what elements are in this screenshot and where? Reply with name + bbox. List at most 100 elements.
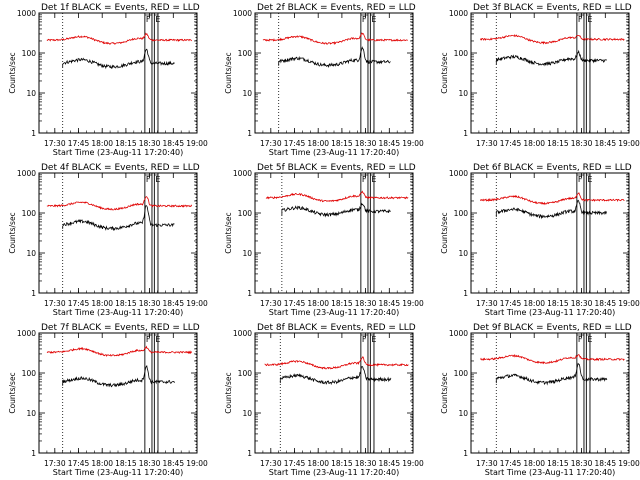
flag-label: E xyxy=(587,175,592,184)
x-tick-label: 18:45 xyxy=(162,459,184,468)
y-axis-label: Counts/sec xyxy=(224,372,233,413)
x-tick-label: 18:45 xyxy=(594,299,616,308)
x-tick-label: 17:45 xyxy=(500,459,522,468)
x-tick-label: 18:45 xyxy=(594,459,616,468)
panel-det-1: Det 1f BLACK = Events, RED = LLD 1 10 100 10… xyxy=(8,3,208,157)
x-tick-label: 18:45 xyxy=(378,139,400,148)
y-tick-label: 1000 xyxy=(449,169,468,178)
lld-series-line xyxy=(264,356,409,370)
x-axis-label: Start Time (23-Aug-11 17:20:40) xyxy=(53,308,184,317)
x-tick-label: 17:45 xyxy=(284,139,306,148)
x-tick-label: 17:30 xyxy=(260,139,282,148)
x-tick-label: 18:15 xyxy=(115,299,137,308)
panel-det-8: Det 8f BLACK = Events, RED = LLD 1 10 100 10… xyxy=(224,323,424,477)
x-tick-label: 18:00 xyxy=(91,459,113,468)
y-tick-label: 1000 xyxy=(449,9,468,18)
y-axis-label: Counts/sec xyxy=(224,52,233,93)
panel-title: Det 3f BLACK = Events, RED = LLD xyxy=(473,3,632,13)
lld-series-line xyxy=(46,196,193,211)
y-tick-label: 100 xyxy=(454,209,469,218)
events-series-line xyxy=(279,366,392,386)
x-tick-label: 17:45 xyxy=(284,299,306,308)
x-tick-label: 18:30 xyxy=(139,299,161,308)
x-tick-label: 18:45 xyxy=(378,459,400,468)
lld-series-line xyxy=(46,345,193,357)
panel-det-4: Det 4f BLACK = Events, RED = LLD 1 10 100 10… xyxy=(8,163,208,317)
y-tick-label: 1000 xyxy=(17,329,36,338)
x-tick-label: 17:30 xyxy=(260,459,282,468)
x-tick-label: 18:30 xyxy=(571,299,593,308)
y-tick-label: 100 xyxy=(238,369,253,378)
y-tick-label: 100 xyxy=(22,369,37,378)
y-tick-label: 1 xyxy=(31,449,36,458)
panel-det-3: Det 3f BLACK = Events, RED = LLD 1 10 100 10… xyxy=(440,3,640,148)
x-axis-label: Start Time (23-Aug-11 17:20:40) xyxy=(269,468,400,477)
y-tick-label: 10 xyxy=(242,409,252,418)
flag-label: E xyxy=(371,15,376,24)
panel-title: Det 4f BLACK = Events, RED = LLD xyxy=(41,163,200,173)
flag-label: F xyxy=(578,15,583,24)
x-tick-label: 19:00 xyxy=(186,139,208,148)
flag-label: E xyxy=(371,175,376,184)
x-tick-label: 18:45 xyxy=(162,299,184,308)
y-tick-label: 100 xyxy=(238,209,253,218)
y-axis-label: Counts/sec xyxy=(224,212,233,253)
panel-title: Det 9f BLACK = Events, RED = LLD xyxy=(473,323,632,333)
events-series-line xyxy=(62,205,175,232)
y-tick-label: 10 xyxy=(26,409,36,418)
y-tick-label: 10 xyxy=(26,89,36,98)
x-tick-label: 18:15 xyxy=(547,299,569,308)
x-tick-label: 18:30 xyxy=(139,459,161,468)
x-tick-label: 18:30 xyxy=(571,459,593,468)
events-series-line xyxy=(278,46,391,68)
x-tick-label: 18:15 xyxy=(331,139,353,148)
lld-series-line xyxy=(480,192,625,206)
y-tick-label: 10 xyxy=(242,249,252,258)
y-tick-label: 1000 xyxy=(449,329,468,338)
flag-label: E xyxy=(155,175,160,184)
x-tick-label: 19:00 xyxy=(402,299,424,308)
panel-det-9: Det 9f BLACK = Events, RED = LLD 1 10 100 10… xyxy=(440,323,640,477)
x-tick-label: 17:30 xyxy=(476,139,498,148)
x-tick-label: 18:00 xyxy=(307,299,329,308)
panel-title: Det 5f BLACK = Events, RED = LLD xyxy=(257,163,416,173)
x-tick-label: 18:00 xyxy=(523,459,545,468)
x-axis-label: Start Time (23-Aug-11 17:20:40) xyxy=(485,308,616,317)
y-axis-label: Counts/sec xyxy=(440,212,449,253)
plot-frame xyxy=(470,12,630,134)
x-tick-label: 17:30 xyxy=(260,299,282,308)
x-tick-label: 17:30 xyxy=(44,139,66,148)
events-series-line xyxy=(62,48,175,70)
flag-label: F xyxy=(362,175,367,184)
x-tick-label: 17:45 xyxy=(68,299,90,308)
x-axis-label: Start Time (23-Aug-11 17:20:40) xyxy=(269,308,400,317)
y-tick-label: 1 xyxy=(31,129,36,138)
y-tick-label: 1 xyxy=(247,449,252,458)
panel-title: Det 8f BLACK = Events, RED = LLD xyxy=(257,323,416,333)
y-tick-label: 1000 xyxy=(17,9,36,18)
flag-label: F xyxy=(146,15,151,24)
x-tick-label: 19:00 xyxy=(402,459,424,468)
x-tick-label: 18:00 xyxy=(91,139,113,148)
x-tick-label: 17:30 xyxy=(476,299,498,308)
x-tick-label: 17:30 xyxy=(44,299,66,308)
flag-label: F xyxy=(146,335,151,344)
panel-det-5: Det 5f BLACK = Events, RED = LLD 1 10 100 10… xyxy=(224,163,424,317)
flag-label: F xyxy=(146,175,151,184)
x-axis-label: Start Time (23-Aug-11 17:20:40) xyxy=(269,148,400,157)
flag-label: E xyxy=(587,335,592,344)
x-tick-label: 18:15 xyxy=(331,299,353,308)
x-tick-label: 17:45 xyxy=(500,299,522,308)
y-tick-label: 100 xyxy=(22,209,37,218)
x-tick-label: 18:30 xyxy=(571,139,593,148)
x-tick-label: 18:45 xyxy=(162,139,184,148)
x-tick-label: 18:30 xyxy=(355,139,377,148)
x-tick-label: 18:45 xyxy=(594,139,616,148)
panel-title: Det 6f BLACK = Events, RED = LLD xyxy=(473,163,632,173)
y-tick-label: 1000 xyxy=(233,9,252,18)
flag-label: F xyxy=(362,335,367,344)
x-tick-label: 19:00 xyxy=(618,139,640,148)
y-tick-label: 100 xyxy=(454,369,469,378)
y-tick-label: 100 xyxy=(454,49,469,58)
events-series-line xyxy=(495,362,608,386)
